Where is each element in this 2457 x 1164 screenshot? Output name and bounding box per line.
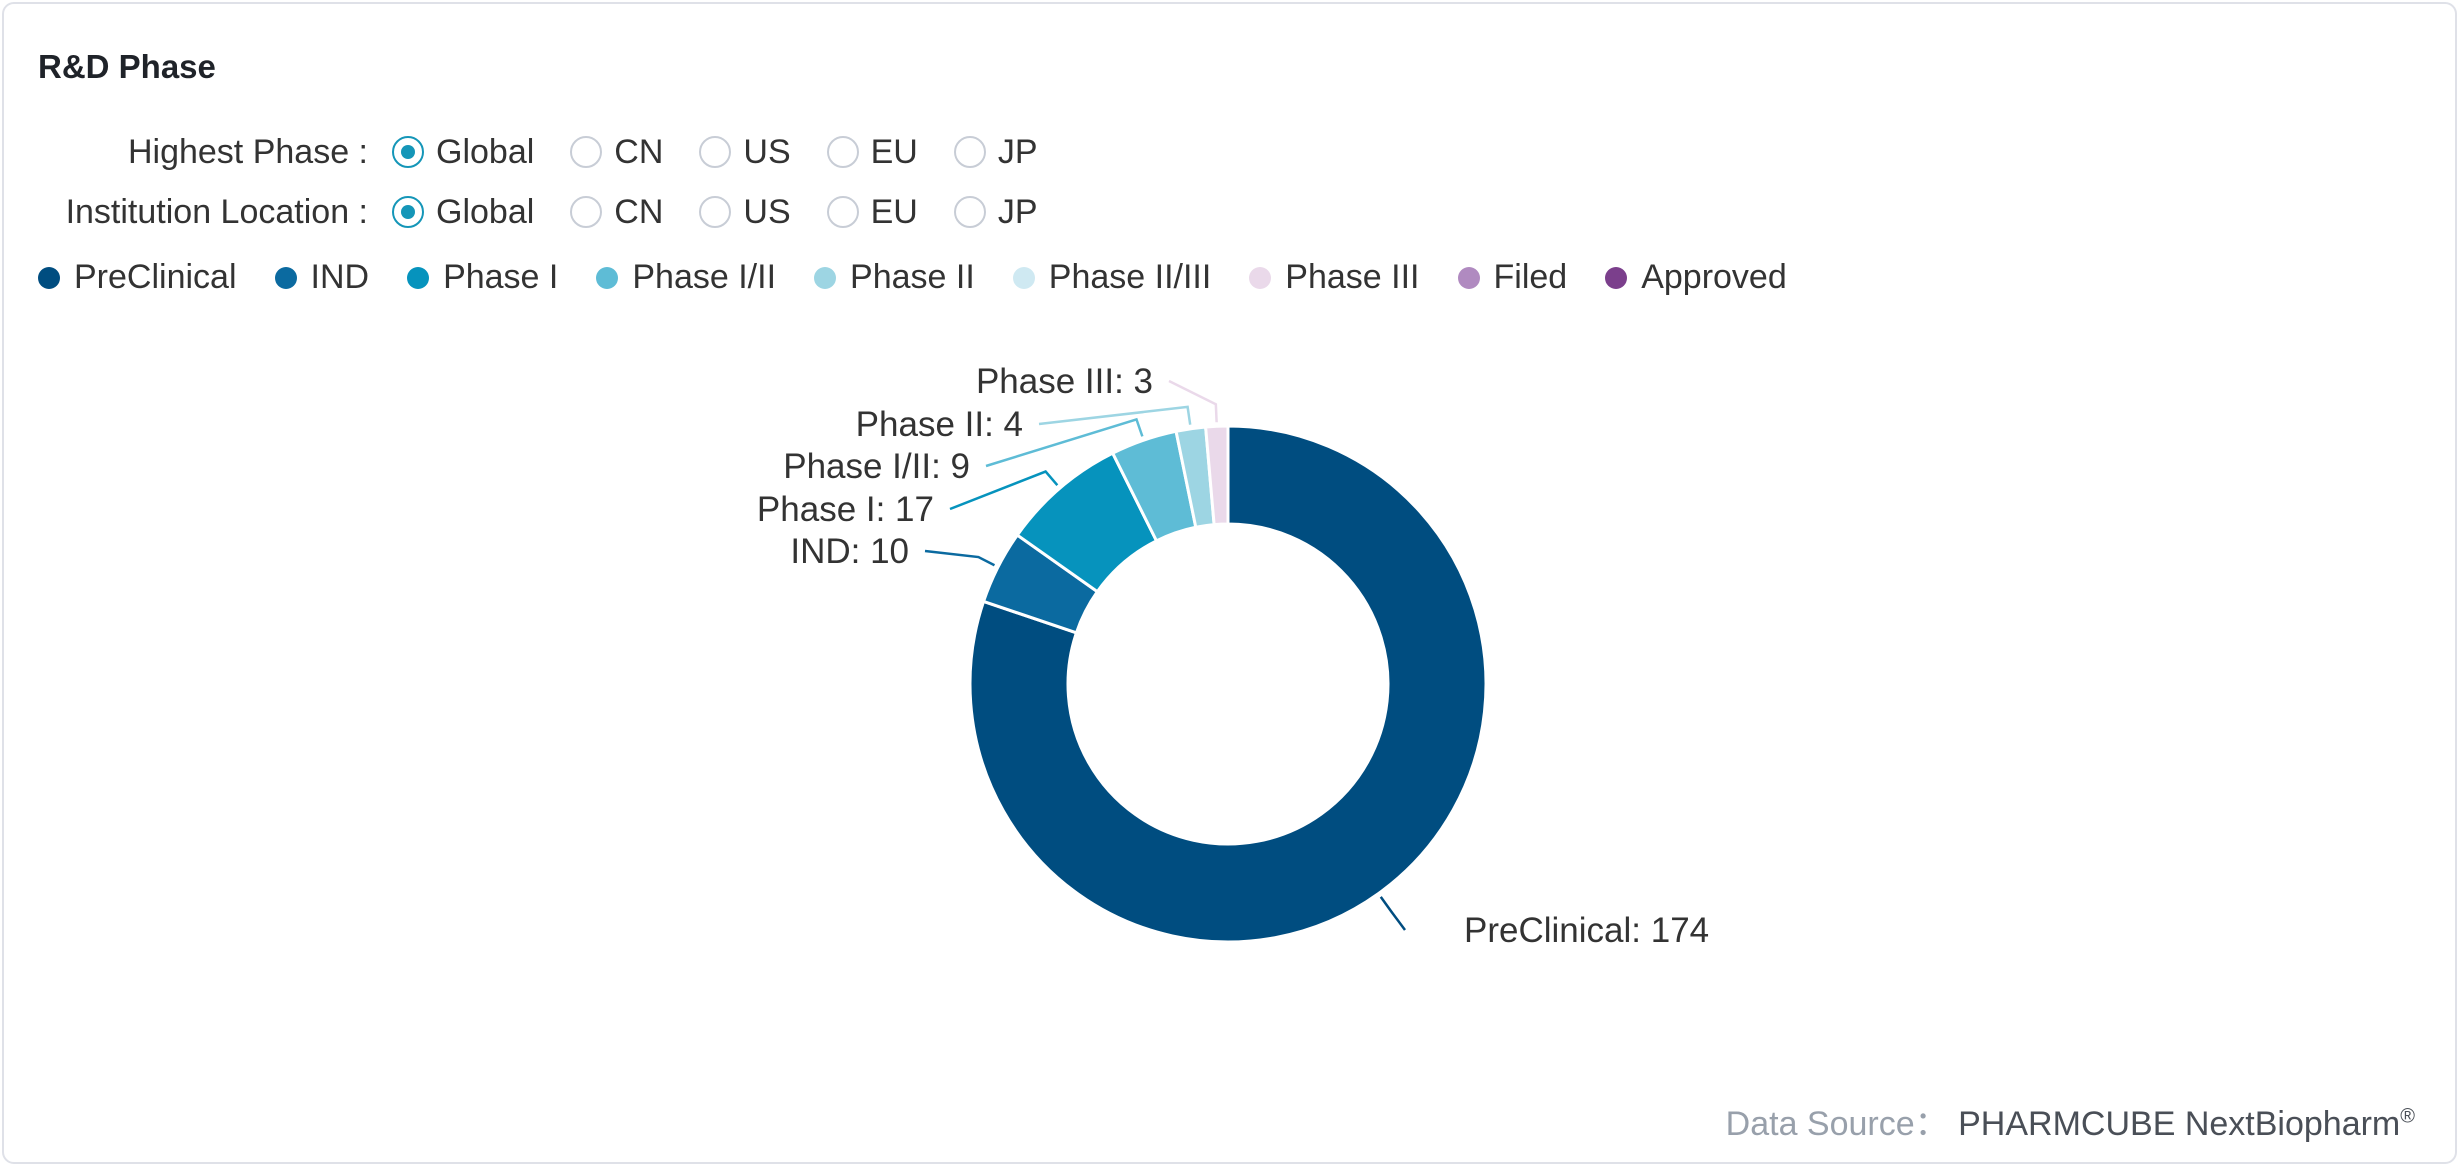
legend-label: Filed xyxy=(1493,258,1568,296)
legend-dot-icon xyxy=(38,266,60,289)
radio-checked-icon[interactable] xyxy=(392,196,424,228)
data-label: IND: 10 xyxy=(790,532,909,571)
legend-dot-icon xyxy=(407,266,430,289)
registered-mark: ® xyxy=(2400,1105,2415,1128)
radio-unchecked-icon[interactable] xyxy=(570,196,603,228)
radio-unchecked-icon[interactable] xyxy=(570,136,603,168)
highest-phase-label: Highest Phase : xyxy=(127,132,368,171)
leader-line xyxy=(985,417,1144,468)
legend-item-preclinical[interactable]: PreClinical xyxy=(38,258,237,297)
radio-unchecked-icon[interactable] xyxy=(826,196,859,228)
leader-line xyxy=(1038,405,1192,426)
legend-label: Phase II xyxy=(850,258,975,296)
radio-label: US xyxy=(743,192,791,231)
leader-line xyxy=(924,549,996,567)
data-label: Phase II: 4 xyxy=(856,405,1023,444)
radio-label: JP xyxy=(997,132,1038,171)
radio-label: CN xyxy=(614,192,664,231)
highest-phase-option-us[interactable]: US xyxy=(699,132,791,172)
donut-slice-preclinical[interactable] xyxy=(968,424,1488,944)
radio-unchecked-icon[interactable] xyxy=(699,136,732,168)
institution-option-jp[interactable]: JP xyxy=(953,192,1038,232)
data-label: Phase I/II: 9 xyxy=(783,447,970,486)
radio-unchecked-icon[interactable] xyxy=(953,196,986,228)
data-source-brand: PHARMCUBE NextBiopharm xyxy=(1958,1105,2401,1143)
institution-location-label: Institution Location : xyxy=(65,192,368,231)
institution-option-eu[interactable]: EU xyxy=(826,192,918,232)
legend-item-phase-2[interactable]: Phase II xyxy=(814,258,975,297)
radio-label: JP xyxy=(997,192,1038,231)
legend-dot-icon xyxy=(274,266,297,289)
data-label: PreClinical: 174 xyxy=(1464,911,1709,950)
highest-phase-filter: Highest Phase : Global CN US EU JP xyxy=(0,127,1074,177)
radio-label: Global xyxy=(436,132,535,171)
radio-label: CN xyxy=(614,132,664,171)
legend-label: Phase II/III xyxy=(1048,258,1212,296)
legend-dot-icon xyxy=(596,266,619,289)
legend-dot-icon xyxy=(1605,266,1628,289)
radio-unchecked-icon[interactable] xyxy=(826,136,859,168)
legend-item-phase-2-3[interactable]: Phase II/III xyxy=(1012,258,1212,297)
institution-location-filter: Institution Location : Global CN US EU J… xyxy=(0,187,1074,237)
legend-label: Phase I xyxy=(443,258,559,296)
highest-phase-option-cn[interactable]: CN xyxy=(570,133,663,172)
legend-item-phase-3[interactable]: Phase III xyxy=(1249,258,1420,297)
highest-phase-option-eu[interactable]: EU xyxy=(826,132,918,172)
highest-phase-option-global[interactable]: Global xyxy=(392,133,534,172)
institution-option-global[interactable]: Global xyxy=(392,193,534,232)
radio-label: EU xyxy=(870,132,918,171)
data-source-label: Data Source： xyxy=(1725,1105,1949,1143)
legend-label: Phase III xyxy=(1285,258,1420,296)
donut-slice-phase-iii[interactable] xyxy=(1203,424,1230,527)
radio-unchecked-icon[interactable] xyxy=(953,136,986,168)
radio-label: EU xyxy=(870,192,918,231)
legend-dot-icon xyxy=(814,266,837,289)
legend-label: PreClinical xyxy=(74,258,237,296)
page-title: R&D Phase xyxy=(38,48,216,85)
chart-legend: PreClinical IND Phase I Phase I/II Phase… xyxy=(38,258,1825,297)
data-source: Data Source： PHARMCUBE NextBiopharm® xyxy=(1726,1096,2415,1145)
radio-label: US xyxy=(743,132,791,171)
legend-dot-icon xyxy=(1012,266,1035,289)
institution-option-us[interactable]: US xyxy=(699,192,791,232)
legend-dot-icon xyxy=(1457,266,1480,289)
radio-checked-icon[interactable] xyxy=(392,136,424,168)
legend-item-phase-1[interactable]: Phase I xyxy=(407,258,558,297)
highest-phase-option-jp[interactable]: JP xyxy=(953,132,1038,172)
data-label: Phase III: 3 xyxy=(976,362,1153,401)
legend-dot-icon xyxy=(1249,266,1272,289)
legend-item-phase-1-2[interactable]: Phase I/II xyxy=(596,258,776,297)
legend-label: Phase I/II xyxy=(632,258,777,296)
legend-item-filed[interactable]: Filed xyxy=(1457,258,1568,297)
radio-label: Global xyxy=(436,192,535,231)
data-label: Phase I: 17 xyxy=(757,490,934,529)
legend-item-approved[interactable]: Approved xyxy=(1605,258,1787,297)
radio-unchecked-icon[interactable] xyxy=(699,196,732,228)
leader-line xyxy=(1168,379,1218,423)
leader-line xyxy=(949,470,1059,511)
legend-label: IND xyxy=(310,258,370,296)
legend-label: Approved xyxy=(1641,258,1787,296)
leader-line xyxy=(1379,896,1407,931)
institution-option-cn[interactable]: CN xyxy=(570,193,663,232)
legend-item-ind[interactable]: IND xyxy=(274,258,370,297)
